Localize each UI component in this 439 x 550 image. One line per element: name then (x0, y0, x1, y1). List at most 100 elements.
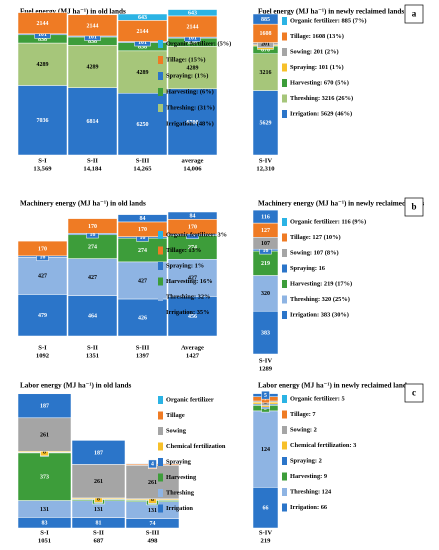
panel5-value-box (148, 459, 157, 469)
panel6-legend-swatch (282, 457, 287, 465)
panel5-category-total: 1051 (38, 538, 51, 545)
panel1-value-label: 2144 (137, 29, 149, 35)
panel4-legend-swatch (282, 218, 287, 226)
panel1-legend-swatch (158, 40, 163, 48)
panel2-legend-swatch (282, 110, 287, 118)
panel6-legend-item: Harvesting: 9 (290, 473, 327, 480)
panel3-bar-1-irrigation (67, 295, 118, 337)
panel1-bar-0-threshing (17, 42, 68, 86)
panel4-legend-swatch (282, 280, 287, 288)
panel5-value-label: 261 (148, 480, 157, 486)
panel3-value-label: 84 (190, 214, 196, 220)
panel6-legend-swatch (282, 426, 287, 434)
panel4-bar-0-harvesting (252, 250, 279, 276)
panel5-value-label: 4 (151, 462, 154, 468)
panel1-value-label: 101 (38, 32, 47, 38)
panel2-value-label: 3216 (260, 70, 272, 76)
panel5-value-label: 83 (42, 521, 48, 527)
panel6-category-total: 219 (261, 538, 272, 545)
panel2-legend-item: Spraying: 101 (1%) (290, 64, 344, 71)
panel6-legend-item: Tillage: 7 (290, 411, 316, 418)
panel3-category-label: Average (181, 345, 204, 352)
panel5-value-label: 74 (150, 521, 156, 527)
panel4-legend-item: Threshing: 320 (25%) (290, 296, 350, 303)
panel2-tag: a (412, 9, 417, 19)
panel6-category-label: S-IV (259, 530, 272, 537)
panel6-legend-swatch (282, 395, 287, 403)
panel3-legend-item: Spraying: 1% (166, 262, 204, 269)
panel4-legend-item: Tillage: 127 (10%) (290, 234, 341, 241)
panel1-value-label: 6250 (137, 122, 149, 128)
panel3-bar-0-threshing (17, 257, 68, 295)
panel3-legend-swatch (158, 308, 163, 317)
panel5-bar-0-organic-fertilizer (17, 393, 72, 419)
panel2-legend-swatch (282, 32, 287, 41)
panel1-legend-swatch (158, 120, 163, 128)
panel1-category-total: 14,006 (183, 166, 202, 173)
panel5-value-label: 187 (94, 450, 103, 456)
panel2-category-label: S-IV (259, 158, 272, 165)
panel6-value-label: 5 (264, 393, 267, 399)
panel1-legend-item: Threshing: (31%) (166, 104, 215, 111)
panel1-bar-0-irrigation (17, 85, 68, 156)
panel1-legend-item: Tillage: (15%) (166, 56, 205, 63)
panel5-value-label: 373 (40, 474, 49, 480)
panel4-value-label: 16 (263, 248, 269, 254)
panel3-bar-0-irrigation (17, 294, 68, 337)
panel5-bar-1-organic-fertilizer (71, 440, 126, 465)
panel3-legend-swatch (158, 293, 163, 301)
panel2-legend-item: Organic fertilizer: 885 (7%) (290, 17, 366, 24)
panel2-legend-swatch (282, 63, 287, 72)
panel6-tag: c (412, 388, 416, 398)
panel3-value-label: 170 (38, 246, 47, 252)
panel1-value-label: 2144 (37, 21, 49, 27)
panel2-value-label: 1608 (260, 31, 272, 37)
panel3-legend-swatch (158, 262, 163, 270)
panel1-legend-swatch (158, 88, 163, 96)
panel5-legend-item: Spraying (166, 458, 192, 465)
panel6-value-label: 66 (263, 506, 269, 512)
panel1-bar-3-irrigation (167, 88, 218, 156)
panel3-value-label: 456 (188, 314, 197, 320)
panel4-legend-item: Harvesting: 219 (17%) (290, 280, 352, 287)
panel4-value-label: 320 (261, 291, 270, 297)
panel6-bar-0-irrigation (252, 487, 279, 529)
panel5-legend-item: Chemical fertilization (166, 443, 226, 450)
panel5-category-label: S-II (93, 530, 104, 537)
panel3-legend-swatch (158, 231, 163, 239)
panel4-legend-swatch (282, 233, 287, 242)
panel2-value-label: 201 (261, 42, 270, 48)
panel5-legend-swatch (158, 396, 163, 404)
panel2-category-total: 12,310 (256, 166, 275, 173)
panel4-title: Machinery energy (MJ ha⁻¹) in newly recl… (258, 200, 424, 208)
panel3-bar-1-tillage (67, 218, 118, 234)
panel3-legend-swatch (158, 246, 163, 255)
panel3-legend-item: Harvesting: 16% (166, 278, 213, 285)
panel3-value-label: 170 (88, 224, 97, 230)
panel1-bar-1-irrigation (67, 87, 118, 156)
panel5-value-label: 8 (97, 496, 100, 502)
panel6-legend-swatch (282, 488, 287, 496)
panel1-value-label: 101 (138, 40, 147, 46)
panel3-bar-0-tillage (17, 240, 68, 257)
panel2-legend-item: Sowing: 201 (2%) (290, 48, 339, 55)
panel1-value-label: 643 (138, 15, 147, 21)
panel3-category-label: S-I (38, 345, 47, 352)
panel3-value-label: 170 (188, 225, 197, 231)
panel6-bar-0-threshing (252, 410, 279, 488)
panel1-value-label: 4289 (37, 62, 49, 68)
panel4-category-total: 1289 (259, 366, 273, 373)
panel3-category-total: 1092 (36, 353, 50, 360)
panel6-legend-swatch (282, 472, 287, 481)
panel6-legend-item: Chemical fertilization: 3 (290, 442, 356, 449)
panel2-legend-item: Irrigation: 5629 (46%) (290, 110, 352, 117)
panel2-title: Fuel energy (MJ ha⁻¹) in newly reclaimed… (258, 8, 404, 16)
panel2-legend-swatch (282, 17, 287, 25)
panel5-bar-1-sowing (71, 464, 126, 499)
panel1-category-label: S-III (136, 158, 150, 165)
panel3-category-total: 1351 (86, 353, 99, 360)
panel1-legend-item: Spraying: (1%) (166, 72, 208, 79)
panel1-value-label: 838 (188, 40, 197, 46)
panel1-bar-3-organic-fertilizer (167, 9, 218, 17)
panel5-legend-swatch (158, 411, 163, 420)
